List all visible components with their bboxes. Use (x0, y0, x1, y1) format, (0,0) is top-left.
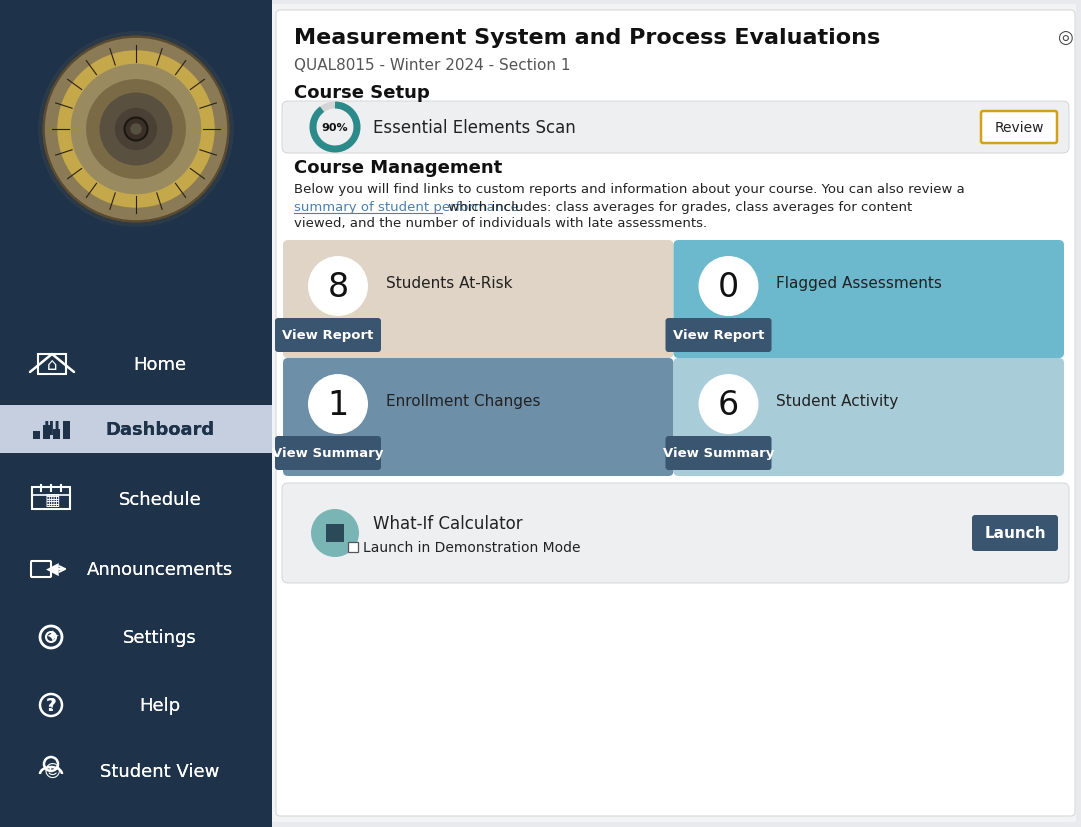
Circle shape (124, 118, 147, 141)
FancyBboxPatch shape (326, 531, 332, 536)
FancyBboxPatch shape (276, 11, 1075, 816)
Circle shape (99, 93, 173, 166)
Circle shape (311, 509, 359, 557)
Text: ?: ? (46, 696, 56, 715)
FancyBboxPatch shape (0, 0, 272, 827)
Text: View Summary: View Summary (272, 447, 384, 460)
FancyBboxPatch shape (282, 102, 1069, 154)
Text: View Report: View Report (282, 329, 374, 342)
FancyBboxPatch shape (63, 422, 70, 439)
Text: Launch in Demonstration Mode: Launch in Demonstration Mode (363, 540, 580, 554)
Text: Review: Review (995, 121, 1044, 135)
Text: Course Setup: Course Setup (294, 84, 430, 102)
Circle shape (130, 124, 142, 136)
Circle shape (115, 108, 157, 151)
FancyBboxPatch shape (980, 112, 1057, 144)
Text: Settings: Settings (123, 629, 197, 646)
Text: Help: Help (139, 696, 181, 715)
Text: View Report: View Report (672, 329, 764, 342)
Text: Enrollment Changes: Enrollment Changes (386, 393, 540, 408)
Text: Course Management: Course Management (294, 159, 503, 177)
FancyBboxPatch shape (275, 437, 381, 471)
Text: QUAL8015 - Winter 2024 - Section 1: QUAL8015 - Winter 2024 - Section 1 (294, 59, 571, 74)
FancyBboxPatch shape (673, 359, 1064, 476)
FancyBboxPatch shape (673, 241, 1064, 359)
Text: Student View: Student View (101, 762, 219, 780)
Text: lll: lll (43, 420, 61, 438)
Text: which includes: class averages for grades, class averages for content: which includes: class averages for grade… (444, 201, 912, 214)
Text: ⌂: ⌂ (46, 356, 57, 374)
Text: summary of student performance: summary of student performance (294, 201, 519, 214)
Text: What-If Calculator: What-If Calculator (373, 514, 522, 533)
FancyBboxPatch shape (332, 531, 337, 536)
Text: Schedule: Schedule (119, 490, 201, 509)
Text: Launch: Launch (984, 526, 1045, 541)
Text: ◎: ◎ (1057, 29, 1072, 47)
FancyBboxPatch shape (338, 531, 344, 536)
FancyBboxPatch shape (338, 537, 344, 543)
FancyBboxPatch shape (43, 425, 50, 439)
Circle shape (308, 256, 368, 317)
Text: Announcements: Announcements (86, 561, 233, 578)
Text: Home: Home (133, 356, 187, 374)
Text: Help: Help (139, 696, 181, 715)
FancyBboxPatch shape (332, 524, 337, 530)
FancyBboxPatch shape (326, 524, 332, 530)
Text: 8: 8 (328, 270, 348, 304)
Text: Student Activity: Student Activity (776, 393, 898, 408)
Text: ▦: ▦ (44, 490, 59, 509)
Text: 0: 0 (718, 270, 739, 304)
FancyBboxPatch shape (0, 405, 272, 453)
Text: Essential Elements Scan: Essential Elements Scan (373, 119, 576, 136)
Text: ✦: ✦ (45, 629, 59, 646)
FancyBboxPatch shape (53, 429, 61, 439)
FancyBboxPatch shape (275, 318, 381, 352)
Circle shape (308, 375, 368, 434)
Text: Dashboard: Dashboard (106, 420, 214, 438)
Text: Dashboard: Dashboard (106, 420, 214, 438)
Circle shape (698, 256, 759, 317)
FancyBboxPatch shape (326, 537, 332, 543)
Text: 6: 6 (718, 388, 739, 421)
Text: Student View: Student View (101, 762, 219, 780)
FancyBboxPatch shape (332, 537, 337, 543)
Text: Settings: Settings (123, 629, 197, 646)
Text: 90%: 90% (322, 123, 348, 133)
FancyBboxPatch shape (282, 484, 1069, 583)
Text: Home: Home (133, 356, 187, 374)
FancyBboxPatch shape (972, 515, 1058, 552)
Text: viewed, and the number of individuals with late assessments.: viewed, and the number of individuals wi… (294, 218, 707, 230)
FancyBboxPatch shape (283, 241, 673, 359)
FancyBboxPatch shape (272, 5, 1076, 822)
FancyBboxPatch shape (666, 437, 772, 471)
Text: 1: 1 (328, 388, 349, 421)
Text: ?: ? (48, 696, 56, 715)
Circle shape (44, 39, 227, 221)
FancyBboxPatch shape (34, 432, 40, 439)
Text: Schedule: Schedule (119, 490, 201, 509)
Circle shape (86, 80, 186, 179)
Text: Flagged Assessments: Flagged Assessments (776, 275, 943, 290)
Text: ☺: ☺ (43, 762, 61, 780)
Circle shape (57, 51, 215, 208)
Text: View Summary: View Summary (663, 447, 774, 460)
FancyBboxPatch shape (283, 359, 673, 476)
FancyBboxPatch shape (338, 524, 344, 530)
Circle shape (698, 375, 759, 434)
Text: Students At-Risk: Students At-Risk (386, 275, 512, 290)
Circle shape (40, 34, 232, 226)
Text: Measurement System and Process Evaluations: Measurement System and Process Evaluatio… (294, 28, 880, 48)
Text: ◀: ◀ (45, 561, 58, 578)
FancyBboxPatch shape (348, 543, 358, 552)
FancyBboxPatch shape (666, 318, 772, 352)
Text: Below you will find links to custom reports and information about your course. Y: Below you will find links to custom repo… (294, 184, 964, 196)
Text: Announcements: Announcements (86, 561, 233, 578)
Circle shape (70, 65, 201, 195)
